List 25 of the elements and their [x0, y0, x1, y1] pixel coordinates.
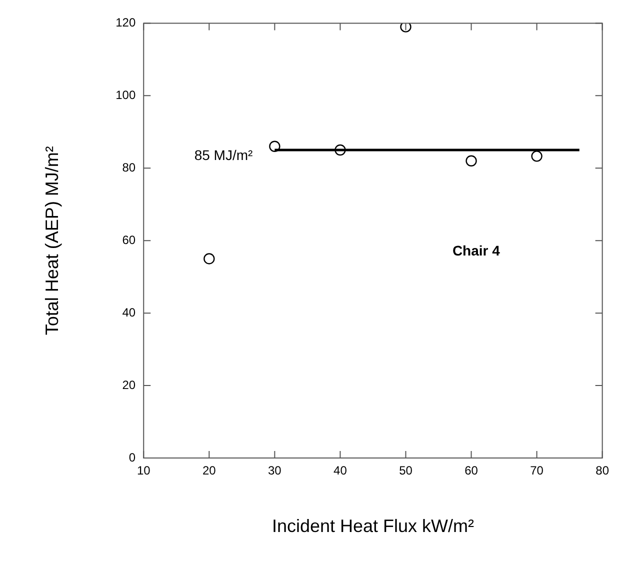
- y-tick-label: 120: [116, 16, 136, 30]
- y-tick-label: 80: [122, 160, 136, 174]
- series-label: 85 MJ/m²: [194, 146, 254, 163]
- x-tick-label: 60: [464, 464, 478, 478]
- x-tick-label: 80: [596, 464, 610, 478]
- x-tick-label: 70: [530, 464, 544, 478]
- point: [531, 150, 542, 162]
- point: [466, 155, 477, 166]
- y-tick-label: 0: [128, 450, 136, 464]
- y-tick-label: 20: [122, 378, 136, 392]
- x-tick-label: 40: [334, 464, 348, 478]
- x-axis-title: Incident Heat Flux kW/m²: [272, 516, 474, 536]
- point: [204, 253, 215, 264]
- y-tick-label: 60: [122, 232, 136, 247]
- y-tick-label: 40: [122, 305, 136, 320]
- point: [269, 140, 280, 152]
- annotation: Chair 4: [452, 242, 500, 258]
- point: [334, 144, 346, 156]
- x-tick-label: 30: [268, 464, 282, 478]
- x-tick-label: 50: [399, 464, 413, 478]
- y-tick-label: 100: [116, 88, 136, 102]
- point: [400, 23, 412, 32]
- x-tick-label: 20: [202, 464, 216, 478]
- x-tick-label: 10: [136, 464, 151, 478]
- y-axis-title: Total Heat (AEP) MJ/m²: [42, 146, 62, 336]
